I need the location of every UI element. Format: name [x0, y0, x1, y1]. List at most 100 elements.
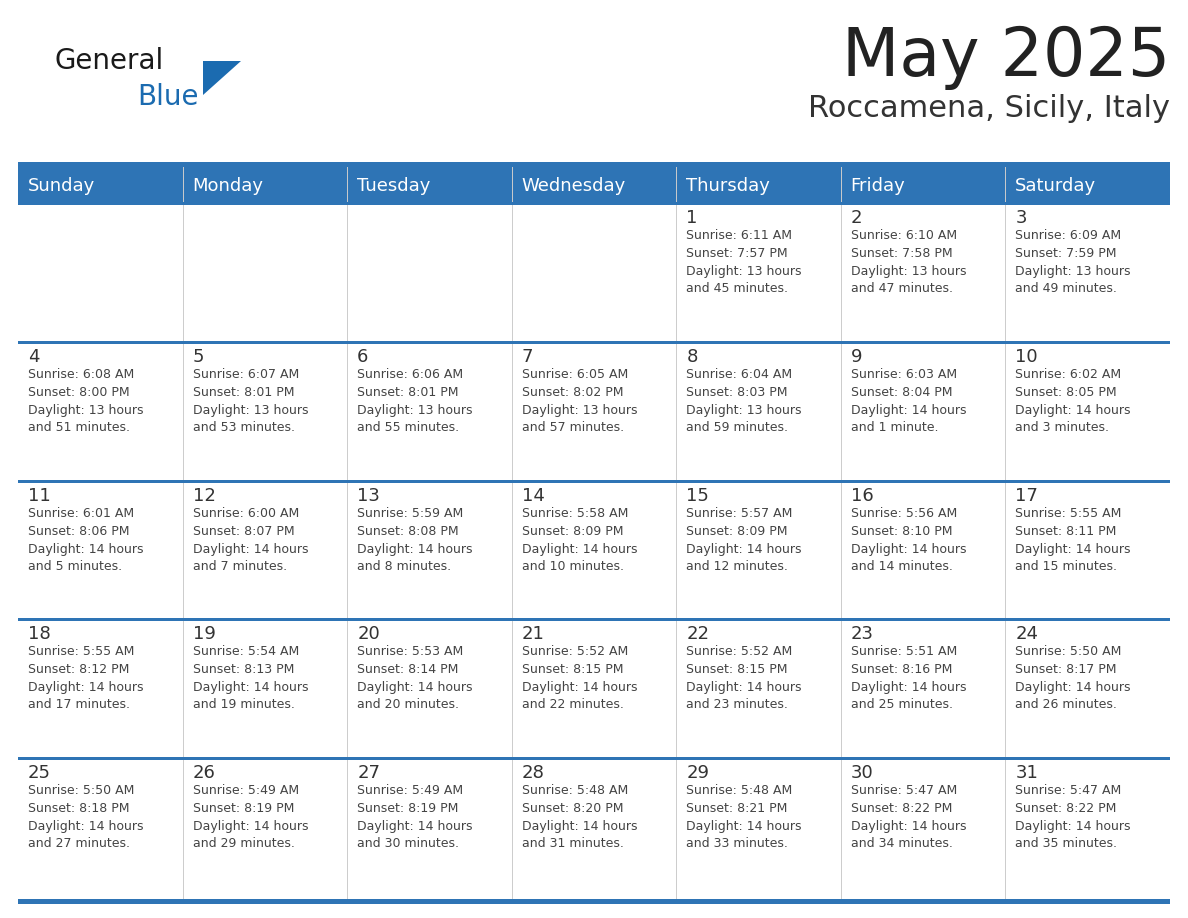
Text: Sunrise: 5:58 AM: Sunrise: 5:58 AM [522, 507, 628, 520]
Bar [347, 760, 512, 896]
Text: and 22 minutes.: and 22 minutes. [522, 699, 624, 711]
Text: and 29 minutes.: and 29 minutes. [192, 837, 295, 850]
Text: Sunday: Sunday [27, 177, 95, 195]
Text: and 51 minutes.: and 51 minutes. [29, 420, 129, 434]
Text: Sunrise: 6:08 AM: Sunrise: 6:08 AM [29, 368, 134, 381]
Text: Sunrise: 6:07 AM: Sunrise: 6:07 AM [192, 368, 299, 381]
Text: 4: 4 [29, 348, 39, 365]
Text: 13: 13 [358, 487, 380, 505]
Text: Sunrise: 5:55 AM: Sunrise: 5:55 AM [1016, 507, 1121, 520]
Text: and 27 minutes.: and 27 minutes. [29, 837, 129, 850]
Text: Daylight: 13 hours: Daylight: 13 hours [358, 404, 473, 417]
Bar [676, 621, 841, 757]
Text: Sunrise: 5:48 AM: Sunrise: 5:48 AM [522, 784, 628, 797]
Bar [347, 483, 512, 619]
Text: and 59 minutes.: and 59 minutes. [687, 420, 789, 434]
Bar [18, 757, 1170, 760]
Bar [512, 205, 676, 341]
Text: Daylight: 14 hours: Daylight: 14 hours [1016, 404, 1131, 417]
Text: and 49 minutes.: and 49 minutes. [1016, 282, 1117, 295]
Text: 28: 28 [522, 764, 544, 782]
Text: Sunrise: 6:09 AM: Sunrise: 6:09 AM [1016, 229, 1121, 242]
Bar [676, 760, 841, 896]
Text: 14: 14 [522, 487, 544, 505]
Text: Daylight: 14 hours: Daylight: 14 hours [192, 820, 308, 834]
Text: Sunrise: 5:52 AM: Sunrise: 5:52 AM [522, 645, 628, 658]
Text: Sunset: 8:03 PM: Sunset: 8:03 PM [687, 386, 788, 398]
Text: and 57 minutes.: and 57 minutes. [522, 420, 624, 434]
Text: Daylight: 14 hours: Daylight: 14 hours [522, 681, 637, 694]
Polygon shape [203, 61, 241, 95]
Text: Sunrise: 6:02 AM: Sunrise: 6:02 AM [1016, 368, 1121, 381]
Text: Wednesday: Wednesday [522, 177, 626, 195]
Text: 2: 2 [851, 209, 862, 227]
Text: and 25 minutes.: and 25 minutes. [851, 699, 953, 711]
Text: Sunset: 7:57 PM: Sunset: 7:57 PM [687, 247, 788, 260]
Bar [18, 619, 1170, 621]
Text: Sunset: 8:02 PM: Sunset: 8:02 PM [522, 386, 624, 398]
Bar [183, 621, 347, 757]
Text: and 15 minutes.: and 15 minutes. [1016, 560, 1118, 573]
Text: 17: 17 [1016, 487, 1038, 505]
Text: and 20 minutes.: and 20 minutes. [358, 699, 459, 711]
Text: Sunset: 8:16 PM: Sunset: 8:16 PM [851, 664, 953, 677]
Text: Daylight: 13 hours: Daylight: 13 hours [29, 404, 144, 417]
Text: and 33 minutes.: and 33 minutes. [687, 837, 788, 850]
Bar [512, 344, 676, 479]
Text: May 2025: May 2025 [842, 24, 1170, 90]
Text: Sunset: 8:19 PM: Sunset: 8:19 PM [192, 802, 293, 815]
Bar [183, 483, 347, 619]
Bar [841, 167, 1005, 205]
Text: Sunset: 8:09 PM: Sunset: 8:09 PM [687, 524, 788, 538]
Text: 22: 22 [687, 625, 709, 644]
Bar [1005, 344, 1170, 479]
Bar [183, 205, 347, 341]
Text: Sunset: 8:08 PM: Sunset: 8:08 PM [358, 524, 459, 538]
Text: Daylight: 14 hours: Daylight: 14 hours [358, 543, 473, 555]
Text: Friday: Friday [851, 177, 905, 195]
Text: Sunset: 8:12 PM: Sunset: 8:12 PM [29, 664, 129, 677]
Bar [1005, 621, 1170, 757]
Text: 8: 8 [687, 348, 697, 365]
Bar [183, 344, 347, 479]
Text: 27: 27 [358, 764, 380, 782]
Text: Sunrise: 6:11 AM: Sunrise: 6:11 AM [687, 229, 792, 242]
Bar [183, 167, 347, 205]
Text: Saturday: Saturday [1016, 177, 1097, 195]
Bar [347, 344, 512, 479]
Text: and 47 minutes.: and 47 minutes. [851, 282, 953, 295]
Bar [183, 760, 347, 896]
Text: Daylight: 14 hours: Daylight: 14 hours [522, 820, 637, 834]
Text: and 8 minutes.: and 8 minutes. [358, 560, 451, 573]
Text: and 3 minutes.: and 3 minutes. [1016, 420, 1110, 434]
Text: 7: 7 [522, 348, 533, 365]
Text: 16: 16 [851, 487, 873, 505]
Text: Sunset: 8:22 PM: Sunset: 8:22 PM [1016, 802, 1117, 815]
Text: Sunset: 8:01 PM: Sunset: 8:01 PM [358, 386, 459, 398]
Text: Sunset: 8:04 PM: Sunset: 8:04 PM [851, 386, 953, 398]
Text: Sunrise: 6:06 AM: Sunrise: 6:06 AM [358, 368, 463, 381]
Bar [841, 621, 1005, 757]
Text: 19: 19 [192, 625, 215, 644]
Bar [1005, 483, 1170, 619]
Text: Daylight: 14 hours: Daylight: 14 hours [1016, 543, 1131, 555]
Text: Sunset: 8:14 PM: Sunset: 8:14 PM [358, 664, 459, 677]
Text: Sunset: 8:09 PM: Sunset: 8:09 PM [522, 524, 624, 538]
Bar [18, 205, 183, 341]
Bar [18, 162, 1170, 167]
Bar [1005, 167, 1170, 205]
Bar [676, 483, 841, 619]
Text: Sunrise: 5:53 AM: Sunrise: 5:53 AM [358, 645, 463, 658]
Text: Sunset: 8:22 PM: Sunset: 8:22 PM [851, 802, 953, 815]
Text: Roccamena, Sicily, Italy: Roccamena, Sicily, Italy [808, 94, 1170, 123]
Text: 23: 23 [851, 625, 874, 644]
Text: Sunset: 8:18 PM: Sunset: 8:18 PM [29, 802, 129, 815]
Text: Sunset: 8:15 PM: Sunset: 8:15 PM [687, 664, 788, 677]
Text: and 45 minutes.: and 45 minutes. [687, 282, 789, 295]
Text: Sunrise: 6:03 AM: Sunrise: 6:03 AM [851, 368, 958, 381]
Text: 11: 11 [29, 487, 51, 505]
Text: 31: 31 [1016, 764, 1038, 782]
Text: and 30 minutes.: and 30 minutes. [358, 837, 459, 850]
Bar [18, 899, 1170, 904]
Text: Sunrise: 5:54 AM: Sunrise: 5:54 AM [192, 645, 299, 658]
